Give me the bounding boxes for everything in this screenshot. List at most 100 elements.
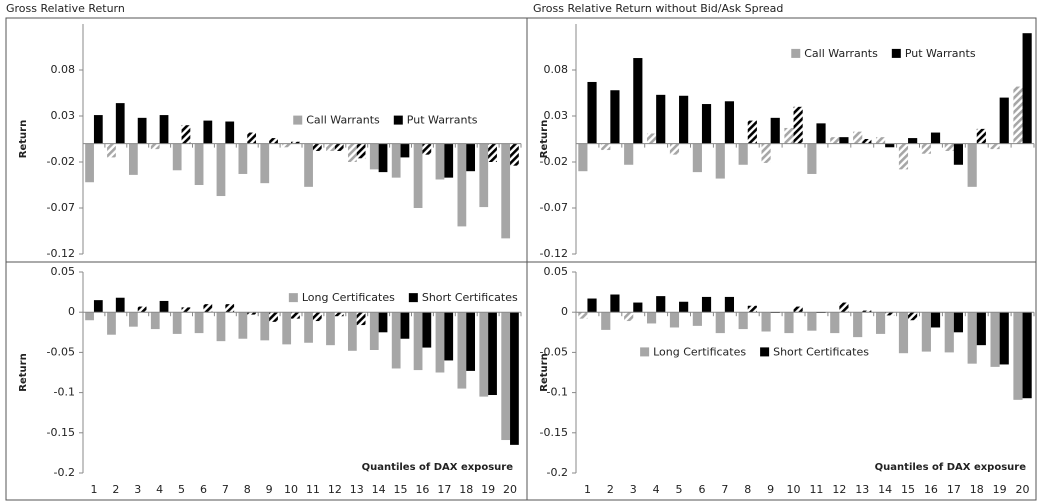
bar — [466, 312, 476, 371]
bar — [194, 312, 204, 334]
bar — [875, 312, 886, 334]
y-tick-label: 0.05 — [544, 265, 569, 278]
bar — [967, 312, 977, 364]
y-tick-label: 0.03 — [544, 109, 569, 122]
x-tick-label: 6 — [698, 483, 705, 496]
bar — [347, 143, 357, 162]
bar — [181, 307, 191, 313]
bar — [1022, 33, 1032, 144]
bar — [282, 312, 292, 345]
bar — [862, 139, 872, 144]
bar — [944, 312, 954, 353]
bar — [656, 94, 666, 144]
bar — [633, 58, 643, 144]
bar — [422, 312, 432, 348]
x-tick-label: 13 — [855, 483, 869, 496]
panel-frame — [526, 261, 1037, 501]
x-tick-label: 15 — [394, 483, 408, 496]
y-tick-label: -0.05 — [540, 345, 568, 358]
bar — [738, 143, 748, 165]
bar — [247, 132, 257, 144]
legend-swatch — [640, 347, 650, 357]
bar — [501, 143, 511, 239]
x-tick-label: 3 — [134, 483, 141, 496]
bar — [930, 312, 941, 328]
x-axis-title: Quantiles of DAX exposure — [362, 462, 514, 473]
bar — [137, 306, 147, 313]
bar — [875, 137, 886, 144]
y-tick-label: 0.03 — [51, 109, 76, 122]
y-tick-label: -0.02 — [540, 155, 568, 168]
panel-title: Gross Relative Return — [6, 2, 125, 15]
bar — [953, 312, 964, 333]
bar — [976, 312, 986, 346]
bar — [150, 143, 160, 150]
bar — [159, 115, 169, 144]
bar — [830, 312, 840, 334]
bar — [347, 312, 357, 351]
y-tick-label: -0.07 — [47, 201, 75, 214]
bar — [479, 312, 489, 397]
bar — [326, 312, 335, 346]
legend-swatch — [393, 115, 403, 125]
bar — [990, 143, 1000, 150]
bar — [908, 312, 918, 321]
bar — [601, 312, 611, 330]
bar — [510, 143, 519, 166]
panel-title: Gross Relative Return without Bid/Ask Sp… — [533, 2, 783, 15]
bar — [501, 312, 511, 441]
bar — [610, 90, 620, 144]
bar — [692, 312, 702, 326]
bar — [282, 143, 292, 148]
bar — [269, 138, 278, 144]
bar — [93, 300, 103, 313]
x-tick-label: 17 — [947, 483, 961, 496]
x-tick-label: 19 — [481, 483, 495, 496]
bar — [669, 143, 680, 155]
y-tick-label: -0.15 — [540, 426, 568, 439]
x-tick-label: 8 — [744, 483, 751, 496]
bar — [999, 97, 1009, 144]
panel-frame — [5, 17, 528, 263]
bar — [378, 312, 388, 333]
x-tick-label: 14 — [372, 483, 386, 496]
bar — [369, 143, 379, 170]
bar — [701, 104, 712, 144]
bar — [238, 312, 248, 339]
bar — [578, 312, 588, 319]
bar — [172, 312, 182, 334]
bar — [839, 302, 849, 313]
legend-label: Short Certificates — [422, 291, 518, 304]
legend-label: Call Warrants — [306, 114, 380, 127]
bar — [400, 143, 410, 158]
bar — [369, 312, 379, 350]
bar — [738, 312, 748, 330]
x-tick-label: 7 — [721, 483, 728, 496]
bar — [747, 305, 757, 313]
bar — [435, 312, 445, 373]
bar — [172, 143, 182, 171]
bar — [203, 120, 213, 144]
bar — [128, 312, 138, 327]
bar — [885, 312, 895, 316]
x-tick-label: 11 — [809, 483, 823, 496]
y-tick-label: 0.08 — [51, 63, 76, 76]
x-tick-label: 4 — [156, 483, 163, 496]
bar — [807, 312, 817, 331]
bar — [181, 125, 191, 144]
bar — [444, 312, 454, 361]
bar — [334, 143, 344, 151]
x-tick-label: 5 — [178, 483, 185, 496]
bar — [784, 127, 794, 144]
y-tick-label: -0.2 — [547, 466, 568, 479]
bar — [115, 103, 125, 144]
bar — [770, 117, 780, 144]
x-tick-label: 3 — [630, 483, 637, 496]
bar — [587, 81, 597, 144]
y-tick-label: -0.12 — [47, 247, 75, 260]
bar — [1013, 86, 1023, 144]
x-tick-label: 18 — [970, 483, 984, 496]
bar — [692, 143, 702, 173]
y-tick-label: -0.15 — [47, 426, 75, 439]
bar — [356, 143, 366, 159]
